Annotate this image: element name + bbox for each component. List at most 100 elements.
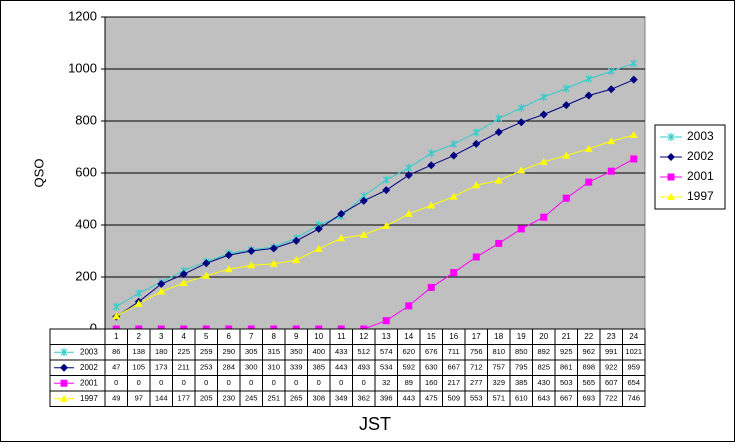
table-value: 825 — [537, 363, 550, 372]
marker — [629, 131, 638, 139]
table-value: 922 — [605, 363, 618, 372]
table-value: 0 — [294, 378, 298, 387]
marker — [562, 84, 570, 93]
table-value: 144 — [155, 394, 168, 403]
table-value: 265 — [290, 394, 303, 403]
marker — [607, 167, 615, 175]
table-value: 667 — [447, 363, 460, 372]
marker — [60, 379, 68, 387]
table-value: 362 — [357, 394, 370, 403]
marker — [472, 253, 480, 261]
table-value: 630 — [425, 363, 438, 372]
table-value: 300 — [245, 363, 258, 372]
table-value: 643 — [537, 394, 550, 403]
marker — [404, 171, 413, 180]
marker — [667, 153, 675, 161]
marker — [494, 176, 503, 184]
table-value: 173 — [155, 363, 168, 372]
x-tick-label: 23 — [607, 332, 616, 341]
table-value: 259 — [200, 347, 213, 356]
table-value: 0 — [182, 378, 186, 387]
legend-label: 2002 — [687, 149, 714, 163]
table-value: 509 — [447, 394, 460, 403]
marker — [585, 178, 593, 186]
marker — [60, 394, 68, 402]
table-value: 105 — [132, 363, 145, 372]
y-tick-label: 200 — [75, 268, 97, 283]
table-value: 610 — [515, 394, 528, 403]
marker — [135, 289, 143, 298]
y-tick-label: 1200 — [68, 8, 97, 23]
legend — [654, 124, 726, 210]
marker — [584, 91, 593, 100]
table-value: 443 — [335, 363, 348, 372]
marker — [382, 186, 391, 195]
legend-label: 1997 — [687, 189, 714, 203]
table-value: 138 — [132, 347, 145, 356]
marker — [60, 348, 68, 357]
marker — [540, 213, 548, 221]
table-value: 211 — [178, 363, 190, 372]
table-value: 315 — [267, 347, 280, 356]
marker — [314, 224, 323, 233]
x-tick-label: 12 — [359, 332, 368, 341]
marker — [630, 59, 638, 68]
y-tick-label: 600 — [75, 164, 97, 179]
table-value: 571 — [492, 394, 505, 403]
table-value: 180 — [155, 347, 168, 356]
table-value: 0 — [272, 378, 276, 387]
table-value: 310 — [267, 363, 280, 372]
x-tick-label: 15 — [427, 332, 436, 341]
marker — [404, 209, 413, 217]
table-series-name: 2003 — [80, 347, 98, 356]
marker — [607, 85, 616, 94]
table-value: 86 — [112, 347, 120, 356]
marker — [427, 201, 436, 209]
table-value: 253 — [200, 363, 213, 372]
y-tick-label: 1000 — [68, 60, 97, 75]
table-value: 47 — [112, 363, 120, 372]
table-value: 962 — [582, 347, 595, 356]
marker — [134, 299, 143, 307]
marker — [112, 312, 121, 320]
table-value: 693 — [582, 394, 595, 403]
table-value: 553 — [470, 394, 483, 403]
table-value: 251 — [267, 394, 280, 403]
x-tick-label: 5 — [204, 332, 209, 341]
table-series-name: 2001 — [80, 378, 98, 387]
table-value: 620 — [402, 347, 415, 356]
table-value: 0 — [317, 378, 321, 387]
legend-label: 2003 — [687, 129, 714, 143]
table-value: 400 — [312, 347, 325, 356]
marker — [517, 166, 526, 174]
marker — [667, 173, 675, 181]
x-axis-title: JST — [359, 414, 391, 434]
marker — [494, 128, 503, 137]
marker — [405, 302, 413, 310]
marker — [112, 302, 120, 311]
marker — [584, 144, 593, 152]
x-tick-label: 22 — [584, 332, 593, 341]
table-value: 430 — [537, 378, 550, 387]
table-series-name: 1997 — [80, 394, 98, 403]
marker — [247, 261, 256, 269]
table-value: 89 — [405, 378, 413, 387]
marker — [562, 194, 570, 202]
marker — [247, 247, 256, 255]
table-value: 225 — [177, 347, 190, 356]
marker — [382, 175, 390, 184]
table-value: 308 — [312, 394, 325, 403]
marker — [517, 118, 526, 127]
table-value: 277 — [470, 378, 483, 387]
marker — [314, 244, 323, 252]
marker — [359, 230, 368, 238]
marker — [382, 317, 390, 325]
table-value: 475 — [425, 394, 438, 403]
x-tick-label: 11 — [337, 332, 346, 341]
table-value: 0 — [362, 378, 366, 387]
table-value: 592 — [402, 363, 415, 372]
table-value: 991 — [605, 347, 618, 356]
marker — [269, 259, 278, 267]
y-axis-title: QSO — [31, 159, 46, 188]
table-value: 49 — [112, 394, 120, 403]
